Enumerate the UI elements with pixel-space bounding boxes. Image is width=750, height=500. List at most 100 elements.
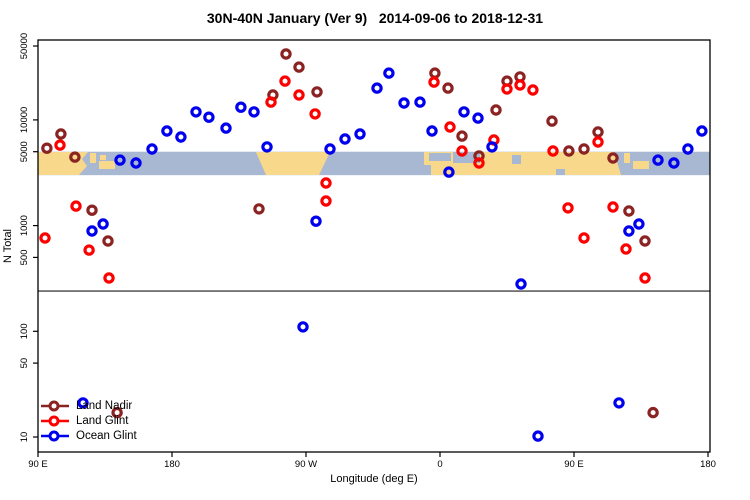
plot-border [37,39,711,453]
data-point-land-glint [607,201,619,213]
data-point-ocean-glint [383,67,395,79]
data-point-ocean-glint [472,112,484,124]
data-point-ocean-glint [354,128,366,140]
x-tick-label: 90 E [28,459,48,470]
data-point-land-nadir [623,205,635,217]
data-point-ocean-glint [532,430,544,442]
map-band-land [256,152,330,175]
data-point-ocean-glint [633,218,645,230]
data-point-ocean-glint [668,157,680,169]
data-point-ocean-glint [235,101,247,113]
map-band-land [100,155,106,160]
y-tick-label: 50000 [19,33,30,59]
map-band-sea [429,153,451,161]
data-point-ocean-glint [248,106,260,118]
data-point-ocean-glint [130,157,142,169]
data-point-ocean-glint [77,397,89,409]
chart-title: 30N-40N January (Ver 9) 2014-09-06 to 20… [206,10,544,26]
data-point-land-nadir [546,115,558,127]
data-point-land-glint [320,195,332,207]
data-point-ocean-glint [86,225,98,237]
y-tick-label: 50 [19,358,30,369]
data-point-land-nadir [253,203,265,215]
data-point-ocean-glint [443,166,455,178]
legend-label: Ocean Glint [76,430,137,442]
data-point-ocean-glint [310,215,322,227]
data-point-land-glint [514,79,526,91]
data-point-land-glint [639,272,651,284]
data-point-land-glint [265,96,277,108]
data-point-land-glint [70,200,82,212]
legend-item-ocean-glint: Ocean Glint [40,429,137,443]
data-point-land-nadir [647,406,659,419]
x-tick-label: 90 E [564,459,584,470]
data-point-land-glint [456,145,468,157]
data-point-ocean-glint [114,154,126,166]
data-point-land-nadir [102,235,114,247]
data-point-ocean-glint [324,143,336,155]
data-point-land-nadir [442,82,454,94]
data-point-land-nadir [607,152,619,164]
map-band-land [90,153,96,163]
y-tick-label: 1000 [19,215,30,236]
data-point-ocean-glint [203,111,215,123]
data-point-ocean-glint [297,321,309,333]
data-point-land-nadir [639,235,651,247]
data-point-land-nadir [55,128,67,140]
y-tick-label: 100 [19,323,30,339]
x-tick-label: 0 [437,459,442,470]
data-point-ocean-glint [371,82,383,94]
data-point-land-nadir [280,48,292,60]
data-point-ocean-glint [486,141,498,153]
data-point-land-glint [562,202,574,214]
map-band-sea [512,155,521,164]
legend-item-land-nadir: Land Nadir [40,399,137,413]
data-point-ocean-glint [97,218,109,230]
map-band-land [38,152,88,175]
data-point-land-glint [54,139,66,151]
y-tick-label: 500 [19,249,30,265]
data-point-ocean-glint [613,397,625,409]
data-point-land-nadir [592,126,604,138]
legend: Land Nadir Land Glint Ocean Glint [40,399,137,444]
data-point-land-glint [501,83,513,95]
map-band-land [633,161,649,169]
data-point-land-glint [473,157,485,169]
data-point-land-glint [103,272,115,284]
data-point-land-glint [578,232,590,244]
data-point-land-glint [39,232,51,244]
data-point-ocean-glint [696,125,708,137]
x-tick-label: 90 W [295,459,317,470]
map-band-sea [556,169,565,175]
data-point-ocean-glint [261,141,273,153]
data-point-ocean-glint [161,125,173,137]
data-point-land-nadir [563,145,575,157]
legend-marker-ocean-glint [41,430,69,442]
data-point-land-glint [83,244,95,256]
data-point-land-glint [279,75,291,87]
y-tick-label: 10000 [19,107,30,133]
data-point-land-nadir [41,142,53,154]
data-point-land-glint [428,76,440,88]
data-point-land-glint [444,121,456,133]
data-point-land-glint [293,89,305,101]
legend-marker-land-nadir [41,400,69,412]
data-point-ocean-glint [414,96,426,108]
data-point-ocean-glint [515,278,527,290]
data-point-land-nadir [578,143,590,155]
data-point-land-glint [547,145,559,157]
map-band-land [99,161,115,169]
data-point-ocean-glint [398,97,410,109]
data-point-ocean-glint [652,154,664,166]
data-point-ocean-glint [190,106,202,118]
data-point-ocean-glint [623,225,635,237]
x-axis-title: Longitude (deg E) [330,473,418,485]
y-tick-label: 5000 [19,141,30,162]
legend-marker-land-glint [41,415,69,427]
data-point-ocean-glint [426,125,438,137]
y-tick-label: 10 [19,432,30,443]
data-point-land-nadir [311,86,323,98]
x-tick-label: 180 [700,459,716,470]
